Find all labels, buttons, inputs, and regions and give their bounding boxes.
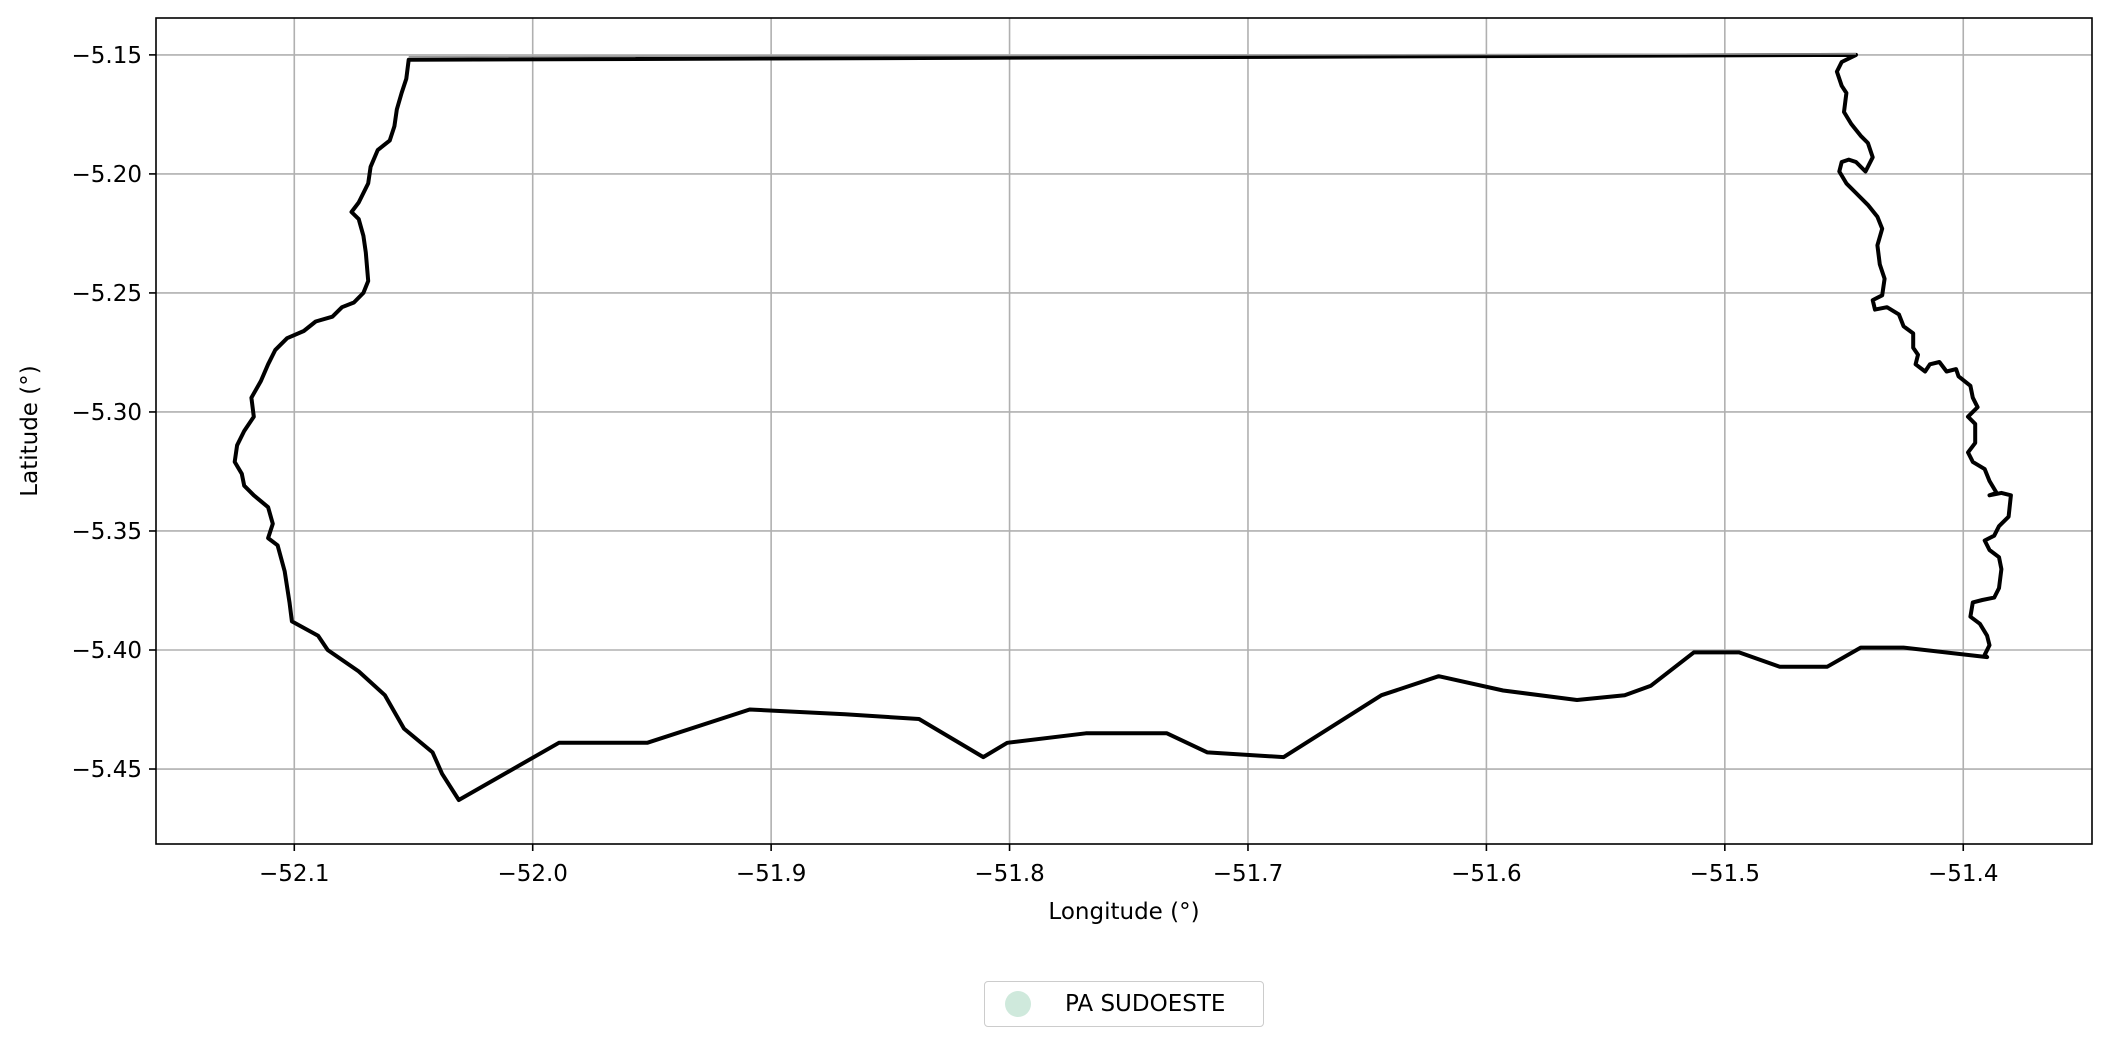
y-tick-label: −5.15 <box>72 43 142 69</box>
x-tick-label: −51.6 <box>1451 861 1521 887</box>
y-tick-label: −5.20 <box>72 162 142 188</box>
y-tick-label: −5.25 <box>72 281 142 307</box>
x-tick-label: −52.0 <box>497 861 567 887</box>
x-axis-ticks: −52.1 −52.0 −51.9 −51.8 −51.7 −51.6 −51.5 −51.4 <box>259 844 1998 887</box>
legend-label: PA SUDOESTE <box>1065 991 1226 1017</box>
axes-frame <box>155 17 2093 845</box>
y-tick-label: −5.35 <box>72 519 142 545</box>
y-tick-label: −5.40 <box>72 638 142 664</box>
boundary-top-highlight <box>408 53 1856 58</box>
x-tick-label: −51.4 <box>1928 861 1998 887</box>
y-tick-label: −5.45 <box>72 757 142 783</box>
x-tick-label: −51.5 <box>1690 861 1760 887</box>
grid-lines <box>156 18 2092 844</box>
x-tick-label: −51.8 <box>974 861 1044 887</box>
x-tick-label: −52.1 <box>259 861 329 887</box>
x-axis-label: Longitude (°) <box>1048 899 1199 925</box>
x-tick-label: −51.7 <box>1213 861 1283 887</box>
y-tick-label: −5.30 <box>72 400 142 426</box>
region-boundary <box>232 52 2013 802</box>
legend: PA SUDOESTE <box>984 981 1264 1027</box>
y-axis-ticks: −5.15 −5.20 −5.25 −5.30 −5.35 −5.40 −5.45 <box>72 43 156 783</box>
x-tick-label: −51.9 <box>736 861 806 887</box>
y-axis-label: Latitude (°) <box>17 365 43 496</box>
legend-marker <box>1005 991 1031 1017</box>
